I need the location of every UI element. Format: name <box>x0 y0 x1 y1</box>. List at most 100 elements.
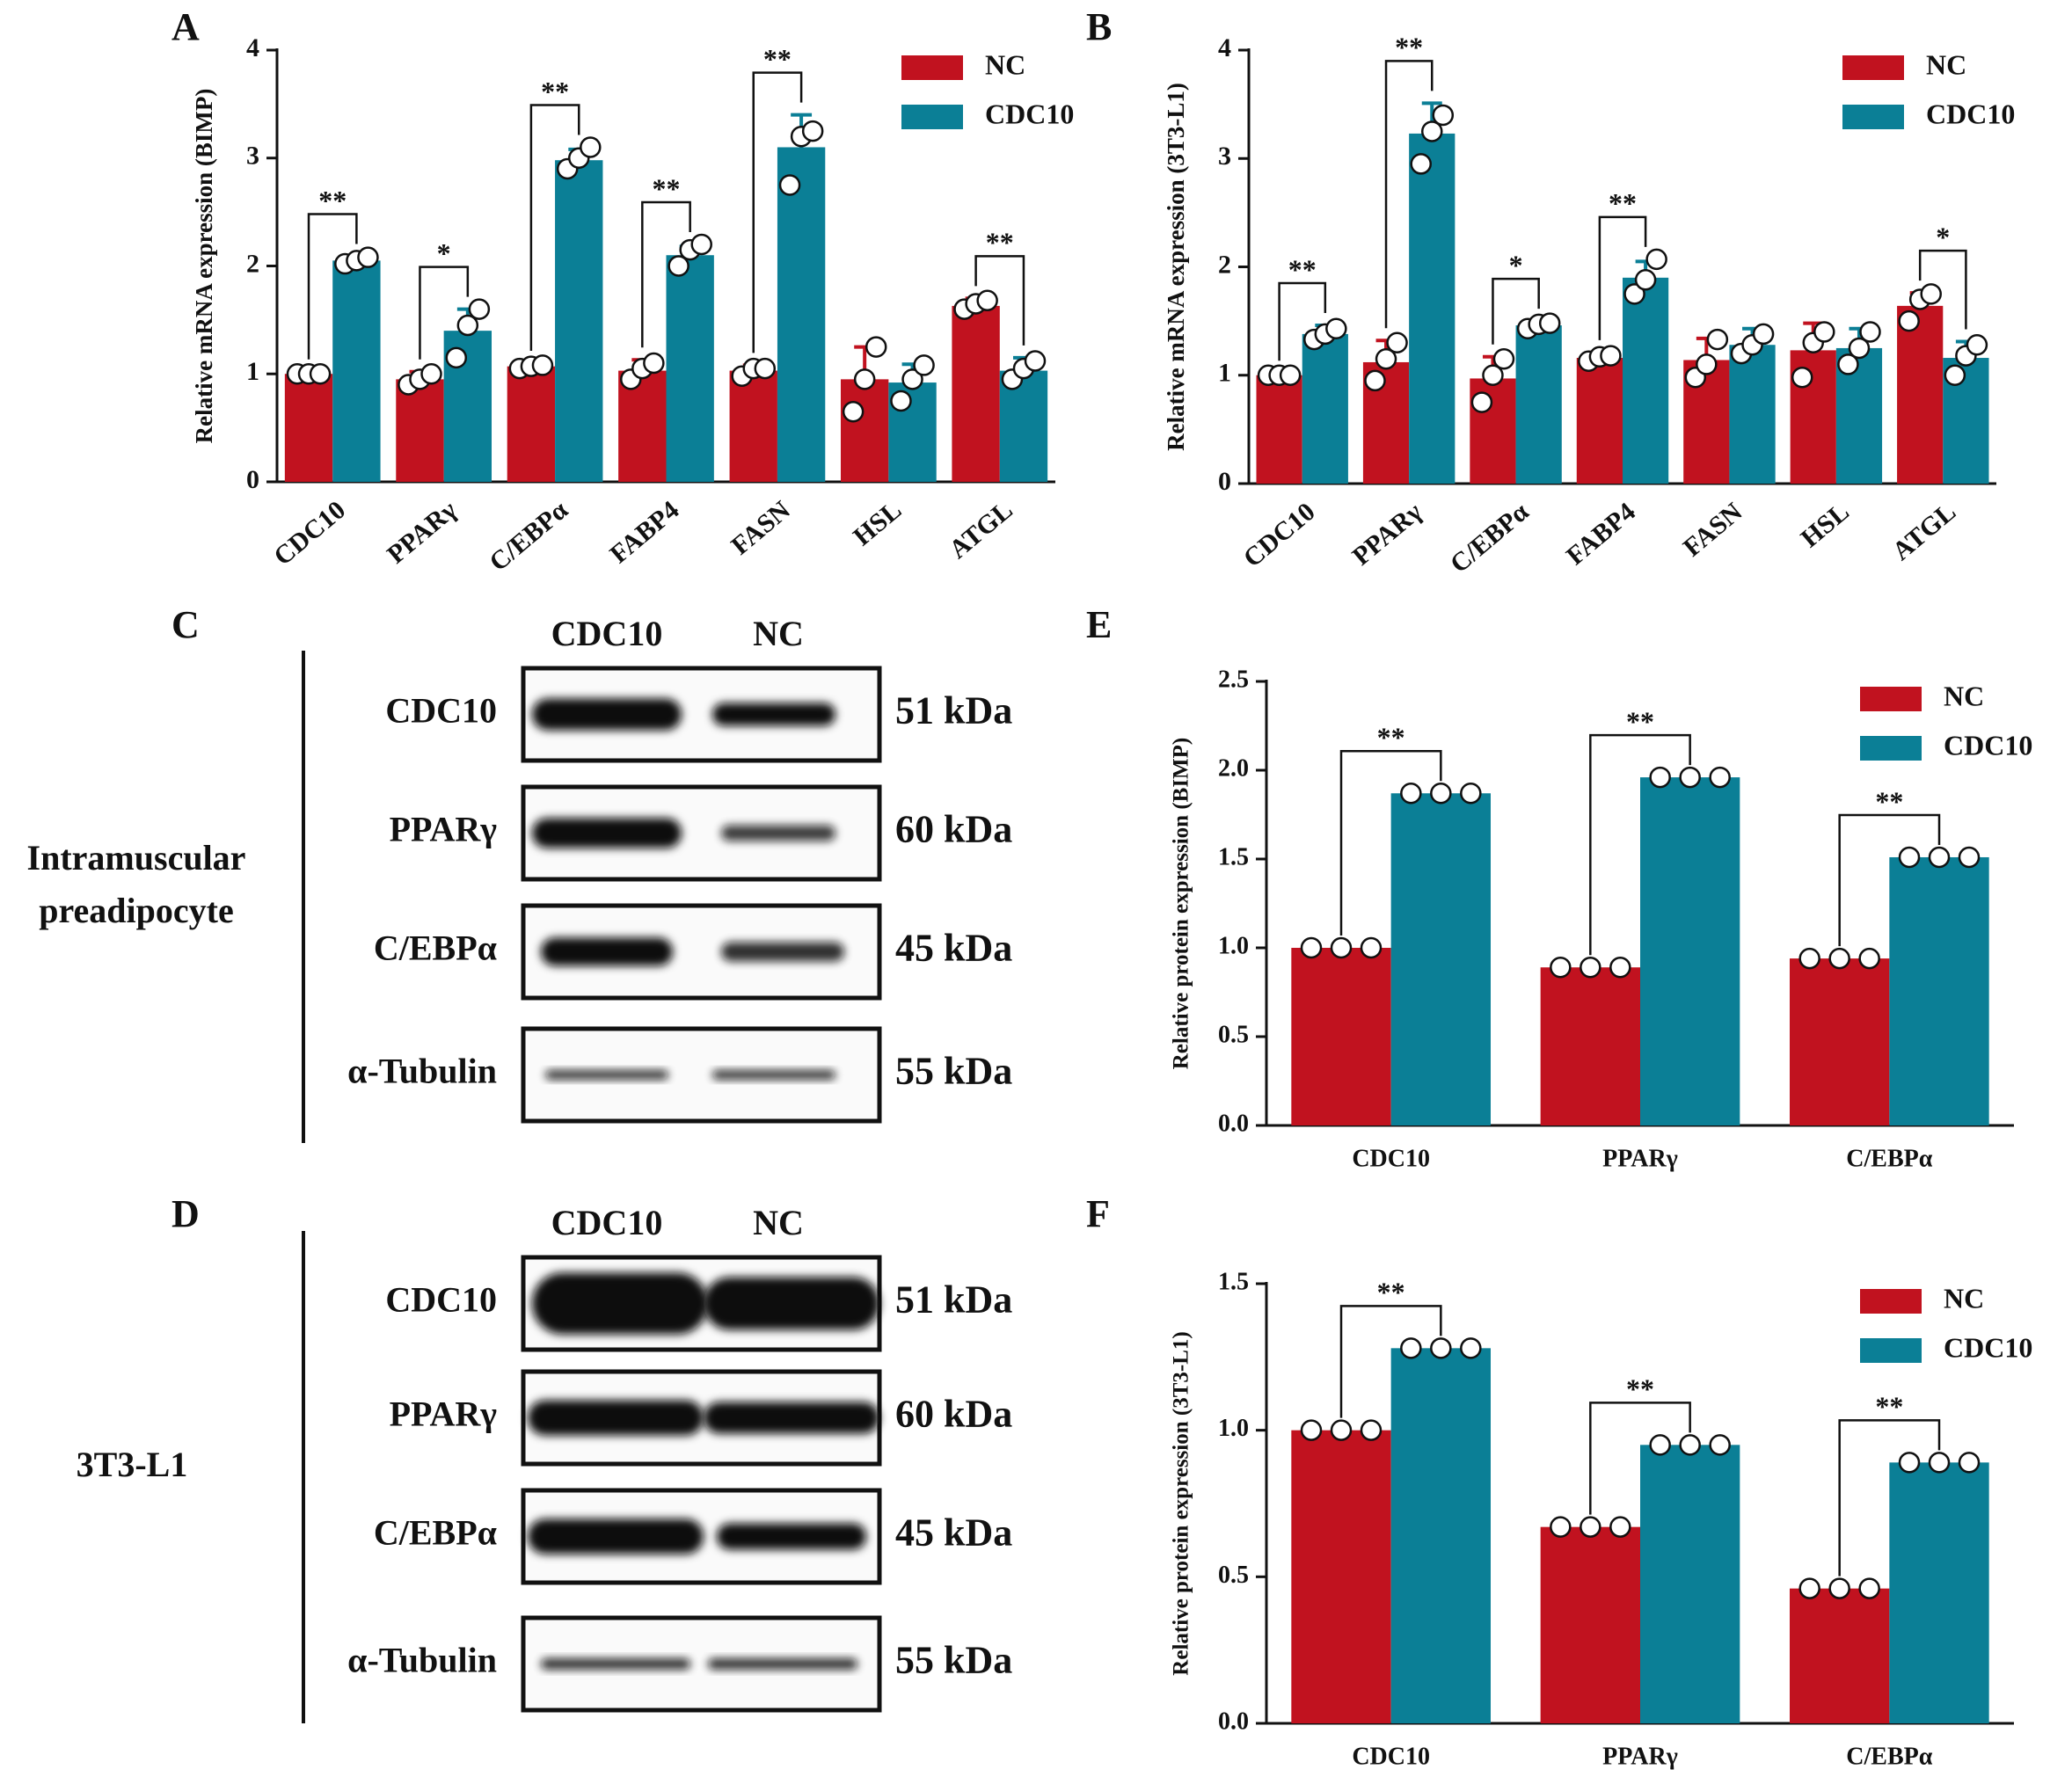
bar <box>507 366 556 482</box>
y-tick-label: 2 <box>246 249 259 278</box>
blot-band <box>708 1658 857 1670</box>
y-axis-title: Relative protein expression (BIMP) <box>1170 738 1193 1070</box>
significance-label: ** <box>1377 1277 1405 1308</box>
blot-band <box>532 698 682 731</box>
x-tick-label: PPARγ <box>1602 1145 1678 1172</box>
cell-label: Intramuscular <box>27 838 246 877</box>
legend-label: NC <box>1944 680 1984 711</box>
data-point <box>531 354 554 376</box>
data-point <box>1400 1337 1422 1359</box>
significance-label: * <box>1509 249 1523 280</box>
significance-bracket <box>1339 1305 1442 1418</box>
x-tick-label: C/EBPα <box>1846 1743 1932 1770</box>
bar <box>1889 1462 1989 1723</box>
data-point <box>1550 1516 1572 1538</box>
data-point <box>1580 1516 1601 1538</box>
x-tick-label: PPARγ <box>1347 497 1428 571</box>
data-point <box>1430 1337 1452 1359</box>
data-point <box>1330 936 1353 959</box>
significance-label: ** <box>763 43 792 75</box>
y-axis-title: Relative mRNA expression (BIMP) <box>191 89 217 444</box>
blot-band <box>541 1658 690 1670</box>
data-point <box>1813 321 1835 343</box>
data-point <box>1920 283 1942 305</box>
panel-label: A <box>171 5 200 48</box>
significance-label: ** <box>1875 1391 1903 1423</box>
y-tick-label: 0.5 <box>1218 1562 1249 1589</box>
bar <box>284 374 333 482</box>
y-tick-label: 1.5 <box>1218 843 1249 870</box>
significance-bracket <box>752 71 803 353</box>
data-point <box>1928 846 1951 869</box>
legend-label: CDC10 <box>1944 1331 2032 1363</box>
bar <box>1790 1588 1890 1723</box>
data-point <box>1600 345 1622 367</box>
data-point <box>1421 120 1443 142</box>
data-point <box>1279 364 1302 386</box>
data-point <box>1859 321 1881 343</box>
bar <box>1256 375 1302 484</box>
protein-label: PPARγ <box>390 810 498 849</box>
data-point <box>1828 947 1850 970</box>
y-tick-label: 0.5 <box>1218 1021 1249 1048</box>
significance-label: ** <box>1626 705 1654 737</box>
x-tick-label: CDC10 <box>268 495 351 571</box>
y-tick-label: 3 <box>246 142 259 171</box>
data-point <box>456 314 479 337</box>
protein-label: α-Tubulin <box>347 1641 497 1680</box>
data-point <box>1837 353 1859 375</box>
x-tick-label: FABP4 <box>1561 497 1641 571</box>
bar <box>1409 133 1456 484</box>
bar <box>729 370 777 482</box>
y-tick-label: 0.0 <box>1218 1708 1249 1735</box>
significance-bracket <box>1589 733 1691 956</box>
data-point <box>1791 366 1813 389</box>
y-axis-title: Relative mRNA expression (3T3-L1) <box>1163 83 1189 451</box>
data-point <box>1958 1452 1981 1474</box>
significance-bracket <box>1384 60 1434 329</box>
data-point <box>1898 1452 1921 1474</box>
data-point <box>1550 956 1572 979</box>
lane-label: NC <box>753 1203 804 1242</box>
data-point <box>445 346 468 369</box>
significance-label: ** <box>318 185 347 216</box>
x-tick-label: FABP4 <box>604 495 684 569</box>
panel-label: F <box>1086 1192 1110 1235</box>
data-point <box>778 174 801 196</box>
x-tick-label: C/EBPα <box>1846 1145 1932 1172</box>
significance-label: ** <box>653 172 681 204</box>
blot-band <box>528 1400 704 1436</box>
significance-label: ** <box>986 227 1014 258</box>
legend-label: NC <box>1926 48 1966 80</box>
y-tick-label: 1 <box>1218 359 1231 388</box>
bar <box>999 370 1048 482</box>
bar <box>618 370 667 482</box>
legend-swatch <box>1860 1338 1922 1363</box>
data-point <box>1649 1434 1671 1456</box>
y-tick-label: 2 <box>1218 250 1231 279</box>
bar <box>1291 948 1391 1125</box>
significance-label: * <box>1936 221 1950 252</box>
size-label: 45 kDa <box>895 927 1012 970</box>
x-tick-label: ATGL <box>1887 497 1962 566</box>
x-tick-label: HSL <box>1796 497 1855 553</box>
data-point <box>357 246 379 268</box>
y-tick-label: 0 <box>1218 467 1231 496</box>
y-tick-label: 0 <box>246 465 259 494</box>
x-tick-label: CDC10 <box>1352 1145 1430 1172</box>
data-point <box>1928 1452 1951 1474</box>
bar <box>1291 1430 1391 1723</box>
significance-bracket <box>1339 750 1442 936</box>
data-point <box>1848 337 1871 360</box>
y-tick-label: 0.0 <box>1218 1110 1249 1137</box>
protein-label: α-Tubulin <box>347 1052 497 1091</box>
significance-bracket <box>1918 249 1967 330</box>
legend-label: CDC10 <box>985 98 1074 129</box>
bar <box>1790 958 1890 1125</box>
legend-swatch <box>901 55 963 80</box>
x-tick-label: HSL <box>848 495 907 551</box>
significance-label: * <box>437 237 451 269</box>
lane-label: CDC10 <box>551 1203 663 1242</box>
y-tick-label: 1 <box>246 357 259 386</box>
blot-band <box>712 703 835 726</box>
